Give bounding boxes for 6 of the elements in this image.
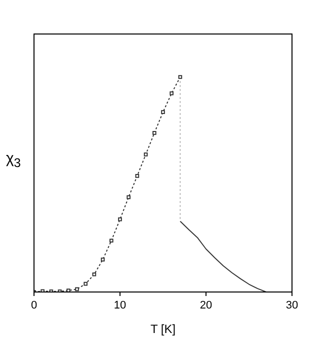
- x-tick-label: 30: [286, 300, 298, 312]
- x-tick-label: 0: [30, 300, 38, 312]
- x-tick-label: 20: [200, 300, 212, 312]
- y-axis-title: χ$_{3}$: [6, 150, 21, 170]
- x-tick-label: 10: [114, 300, 126, 312]
- x-axis-title: T [K]: [150, 322, 176, 336]
